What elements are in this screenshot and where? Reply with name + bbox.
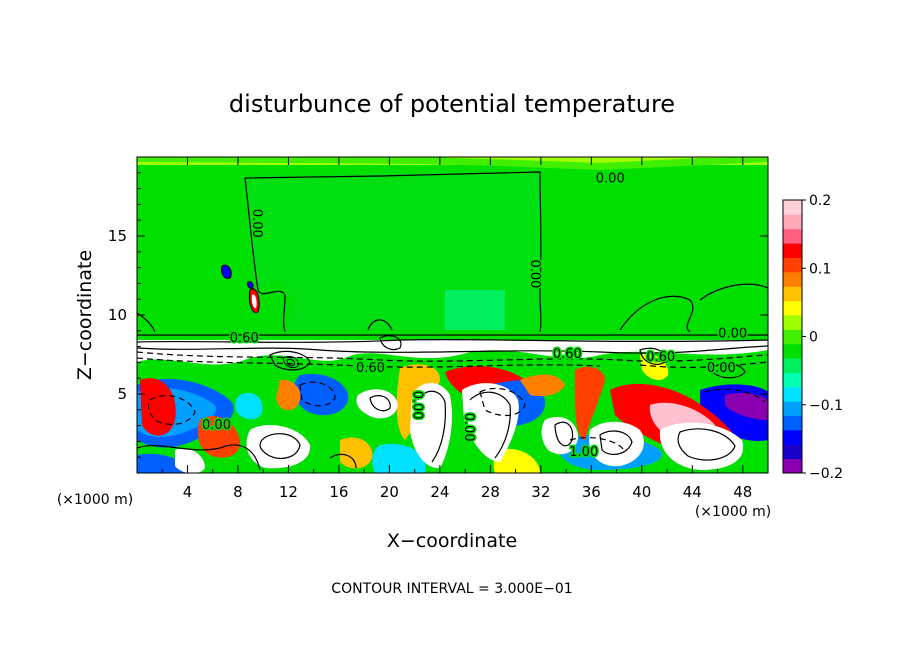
colorbar-swatch [783,343,802,359]
colorbar-swatch [783,214,802,230]
contour-label: 0.00 [409,391,424,420]
colorbar-tick-label: 0.1 [809,261,831,277]
contour-label: 0.00 [461,413,476,442]
y-axis-title: Z−coordinate [74,250,96,380]
x-tick-label: 36 [582,483,601,501]
y-tick-label: 15 [108,227,127,245]
colorbar-swatch [783,329,802,345]
contour-lines-anomaly [221,264,299,369]
colorbar-swatch [783,458,802,474]
contour-label: 0.00 [202,418,231,433]
contour-lines [137,171,768,471]
contour-label: 0.60 [553,347,582,362]
heatmap-field: 0.00 0.00 0.00 0.60 0.00 0.60 0.60 0.60 0.00 0.00… [137,157,768,473]
colorbar-swatch [783,257,802,273]
colorbar-swatch [783,314,802,330]
y-tick-label: 10 [108,306,127,324]
contour-label: 1.00 [569,445,598,460]
colorbar-swatch [783,386,802,402]
colorbar-tick-label: −0.2 [809,466,843,482]
x-axis-title: X−coordinate [387,530,517,552]
colorbar-swatch [783,372,802,388]
x-tick-label: 24 [430,483,449,501]
contour-label: 0.00 [527,259,542,288]
colorbar-tick-label: 0.2 [809,193,831,209]
contour-labels: 0.00 0.00 0.00 0.60 0.00 0.60 0.60 0.60 0.00 0.00… [201,170,749,461]
x-tick-label: 48 [733,483,752,501]
colorbar-swatch [783,415,802,431]
x-tick-label: 8 [233,483,243,501]
colorbar-swatch [783,444,802,460]
contour-lines-negative [137,351,768,453]
x-tick-label: 28 [481,483,500,501]
colorbar-swatch [783,243,802,258]
contour-label: 0.60 [646,350,675,365]
colorbar-swatch [783,300,802,316]
colorbar-swatch [783,429,802,445]
x-tick-label: 12 [279,483,298,501]
colorbar-swatch [783,228,802,244]
contour-label: 0.60 [230,331,259,346]
x-tick-label: 40 [632,483,651,501]
colorbar-swatch [783,271,802,287]
x-tick-label: 16 [329,483,348,501]
x-unit-left: (×1000 m) [57,492,133,508]
contour-label: 0.60 [356,361,385,376]
colorbar-swatch [783,401,802,417]
x-tick-label: 44 [683,483,702,501]
colorbar-swatch [783,358,802,373]
contour-label: 0.00 [249,209,264,238]
y-axis: 5 10 15 [108,172,768,458]
x-tick-label: 32 [531,483,550,501]
x-unit-right: (×1000 m) [695,504,771,520]
colorbar-swatch [783,200,802,215]
contour-label: 0.00 [718,326,747,341]
y-tick-label: 5 [117,385,127,403]
colorbar: 0.2 0.1 0 −0.1 −0.2 [782,193,843,482]
x-axis: 4 8 12 16 20 24 28 32 36 40 44 48 [161,157,752,501]
colorbar-tick-label: 0 [809,330,818,346]
contour-label: 0.00 [707,361,736,376]
colorbar-swatch [783,286,802,302]
x-tick-label: 4 [183,483,193,501]
colorbar-tick-label: −0.1 [809,398,843,414]
contour-label: 0.00 [596,172,625,187]
chart-title: disturbunce of potential temperature [229,90,675,118]
contour-interval-note: CONTOUR INTERVAL = 3.000E−01 [331,581,572,597]
x-tick-label: 20 [380,483,399,501]
